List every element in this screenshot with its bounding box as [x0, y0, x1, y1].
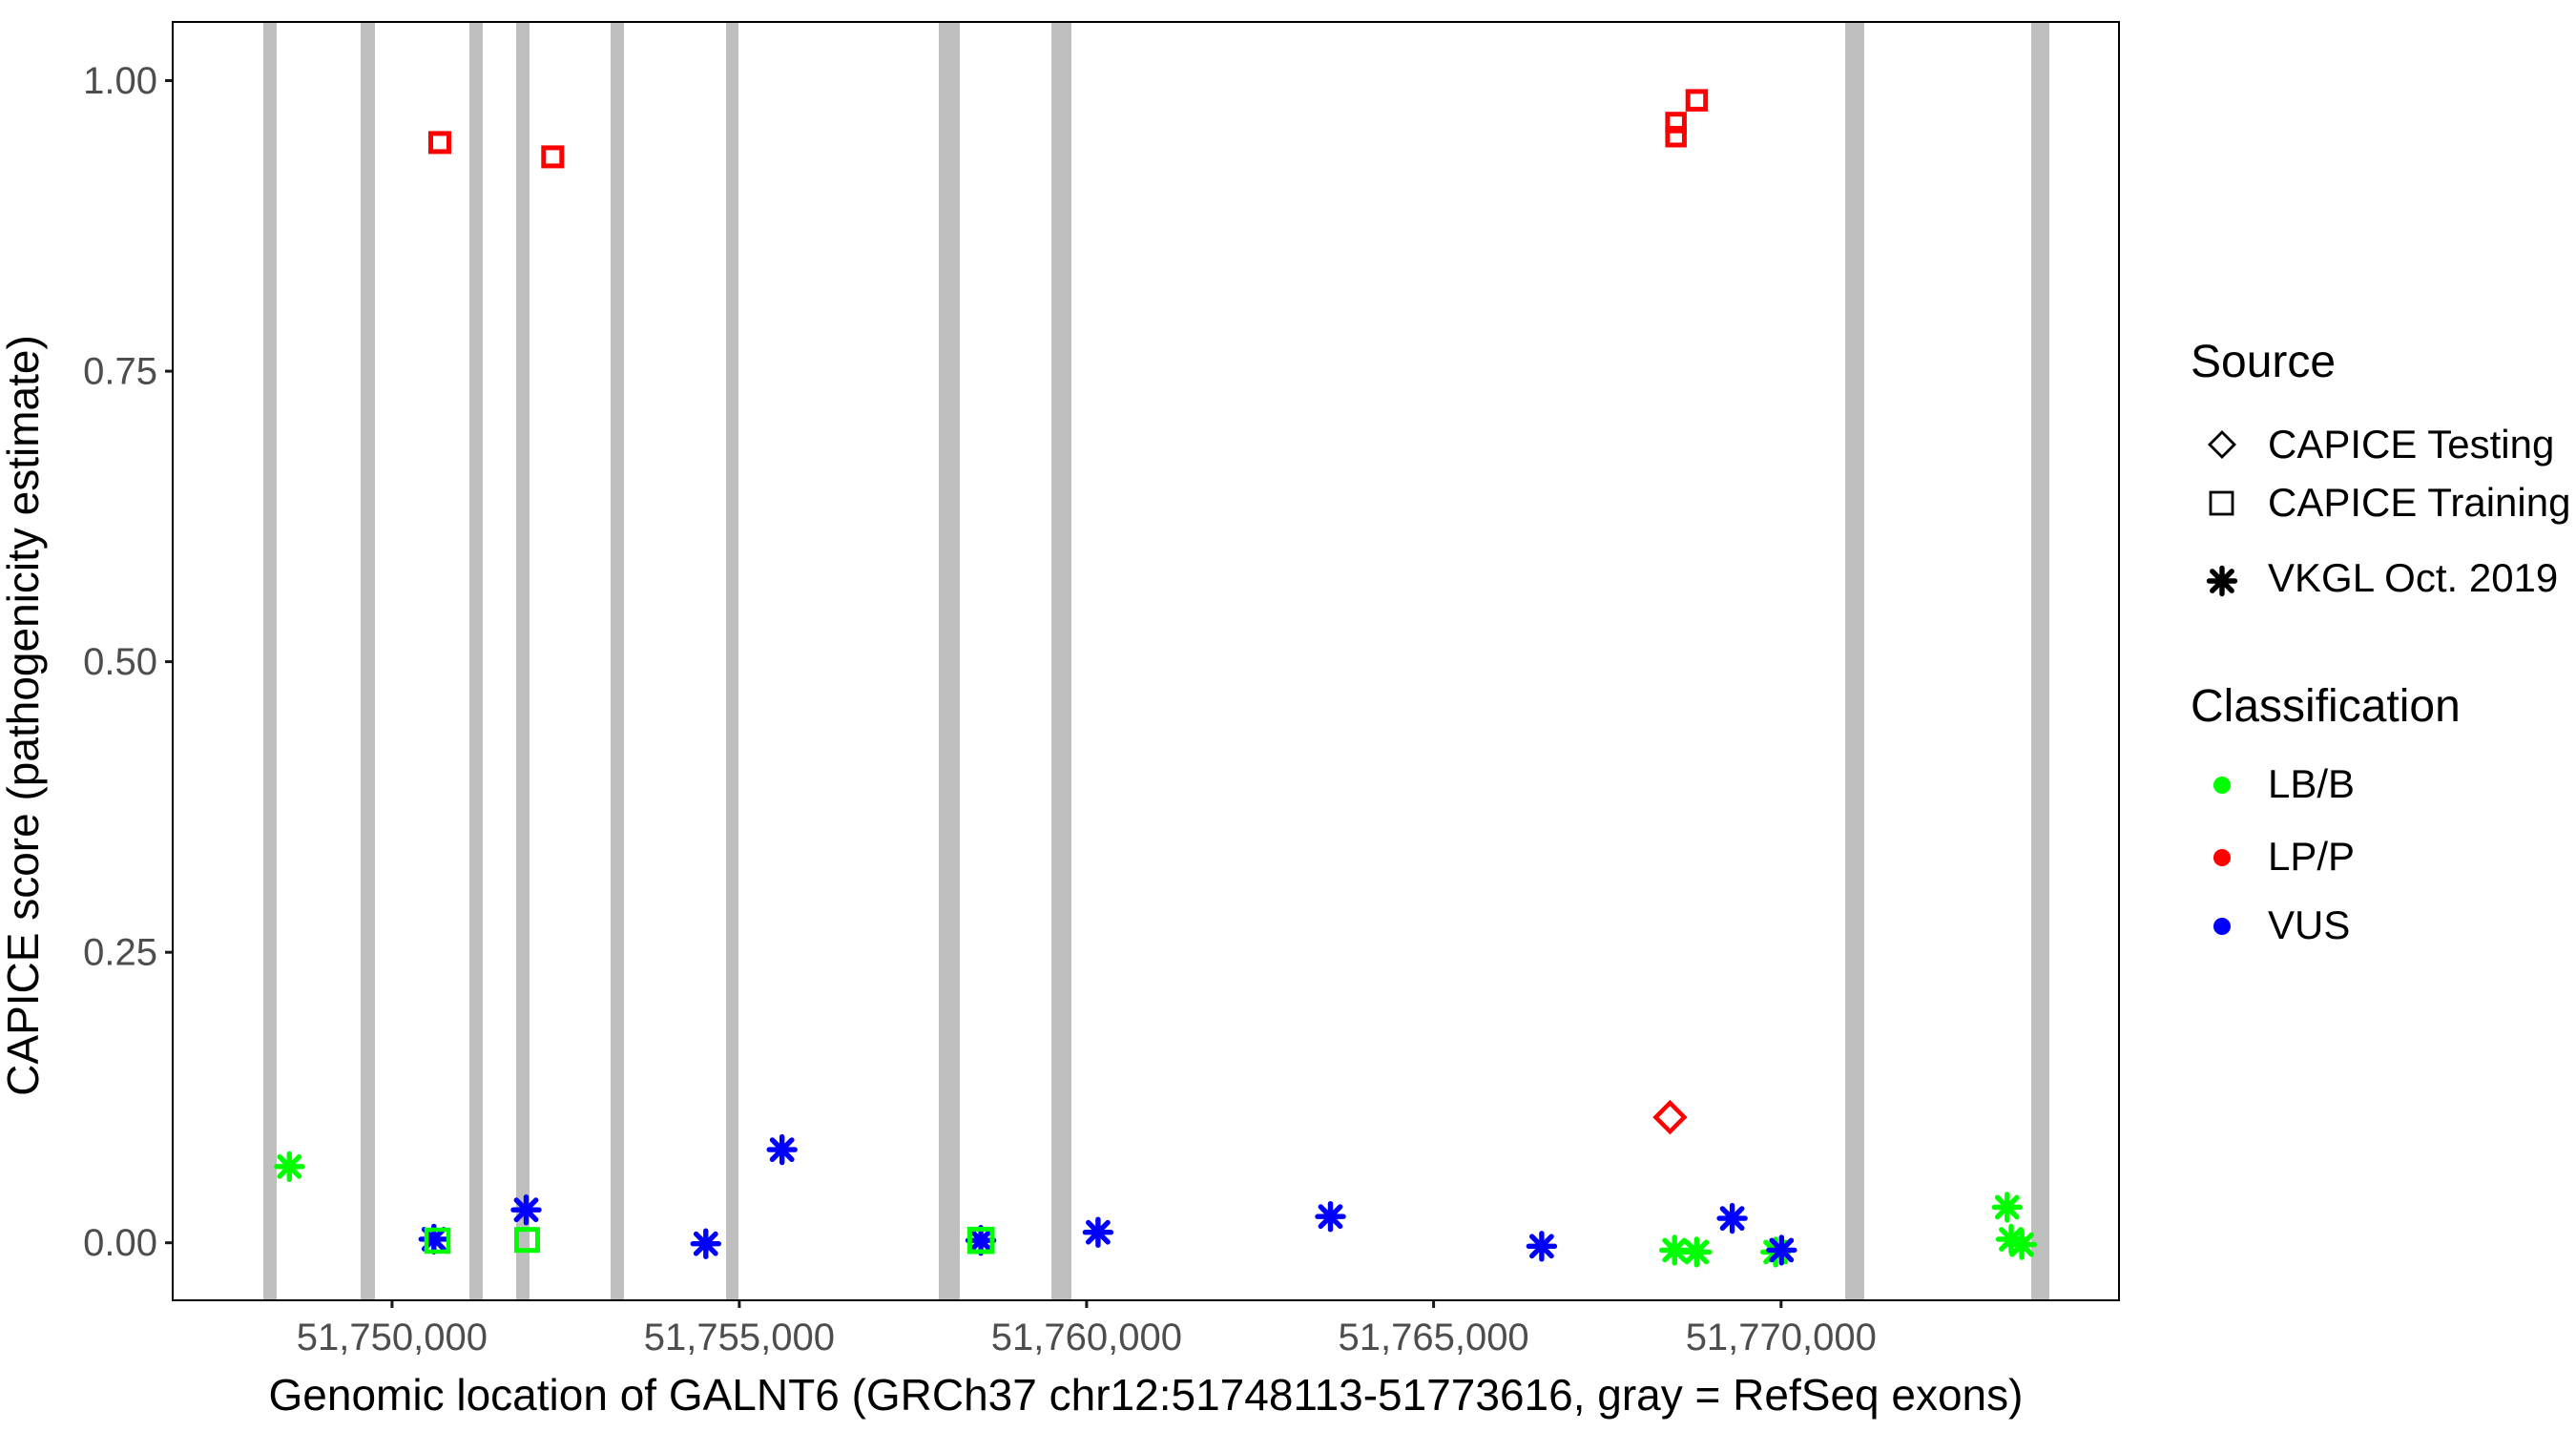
- svg-text:0.00: 0.00: [83, 1222, 157, 1264]
- svg-text:0.50: 0.50: [83, 641, 157, 683]
- svg-text:0.25: 0.25: [83, 932, 157, 974]
- svg-text:51,760,000: 51,760,000: [991, 1317, 1182, 1358]
- svg-text:LP/P: LP/P: [2268, 834, 2355, 879]
- svg-text:VUS: VUS: [2268, 902, 2350, 947]
- svg-text:1.00: 1.00: [83, 60, 157, 102]
- svg-text:51,770,000: 51,770,000: [1686, 1317, 1877, 1358]
- svg-text:Classification: Classification: [2191, 681, 2461, 732]
- svg-text:0.75: 0.75: [83, 351, 157, 393]
- svg-text:Source: Source: [2191, 337, 2336, 387]
- svg-text:CAPICE score (pathogenicity es: CAPICE score (pathogenicity estimate): [0, 335, 48, 1096]
- svg-text:CAPICE Training: CAPICE Training: [2268, 480, 2570, 525]
- svg-text:VKGL Oct. 2019: VKGL Oct. 2019: [2268, 555, 2558, 600]
- svg-text:CAPICE Testing: CAPICE Testing: [2268, 422, 2554, 467]
- svg-text:51,765,000: 51,765,000: [1338, 1317, 1528, 1358]
- svg-text:LB/B: LB/B: [2268, 761, 2355, 806]
- svg-text:Genomic location of GALNT6 (GR: Genomic location of GALNT6 (GRCh37 chr12…: [269, 1370, 2024, 1420]
- svg-text:51,750,000: 51,750,000: [297, 1317, 488, 1358]
- svg-text:51,755,000: 51,755,000: [644, 1317, 835, 1358]
